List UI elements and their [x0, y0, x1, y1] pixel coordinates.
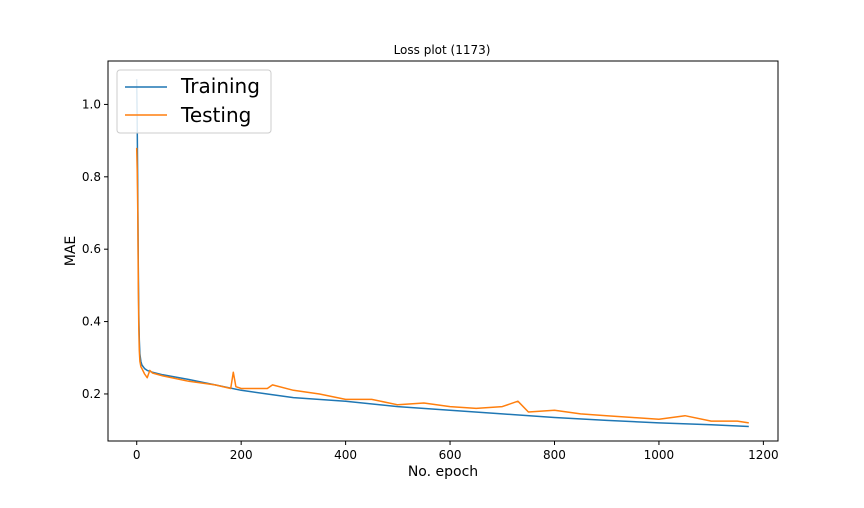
x-tick-label: 600 [439, 448, 462, 462]
x-tick-label: 0 [133, 448, 141, 462]
y-tick-label: 0.6 [82, 242, 101, 256]
x-axis: 0 200 400 600 800 1000 1200 [133, 441, 779, 462]
y-tick-label: 0.8 [82, 170, 101, 184]
x-axis-label: No. epoch [408, 464, 478, 480]
plot-area [107, 60, 779, 442]
y-tick-label: 0.4 [82, 315, 101, 329]
y-axis: 0.2 0.4 0.6 0.8 1.0 [82, 97, 108, 401]
x-tick-label: 800 [543, 448, 566, 462]
y-tick-label: 0.2 [82, 387, 101, 401]
legend-box [116, 69, 272, 134]
y-axis-label: MAE [63, 236, 79, 267]
legend-label-training: Training [180, 74, 260, 98]
series-line-testing [135, 147, 749, 424]
y-tick-label: 1.0 [82, 97, 101, 111]
series-layer [135, 79, 749, 428]
x-tick-label: 200 [230, 448, 253, 462]
chart-title: Loss plot (1173) [394, 43, 491, 57]
legend: Training Testing [116, 69, 272, 134]
x-tick-label: 1000 [644, 448, 675, 462]
x-tick-label: 400 [334, 448, 357, 462]
axes-frame [107, 60, 779, 442]
x-tick-label: 1200 [748, 448, 779, 462]
legend-label-testing: Testing [180, 103, 251, 127]
